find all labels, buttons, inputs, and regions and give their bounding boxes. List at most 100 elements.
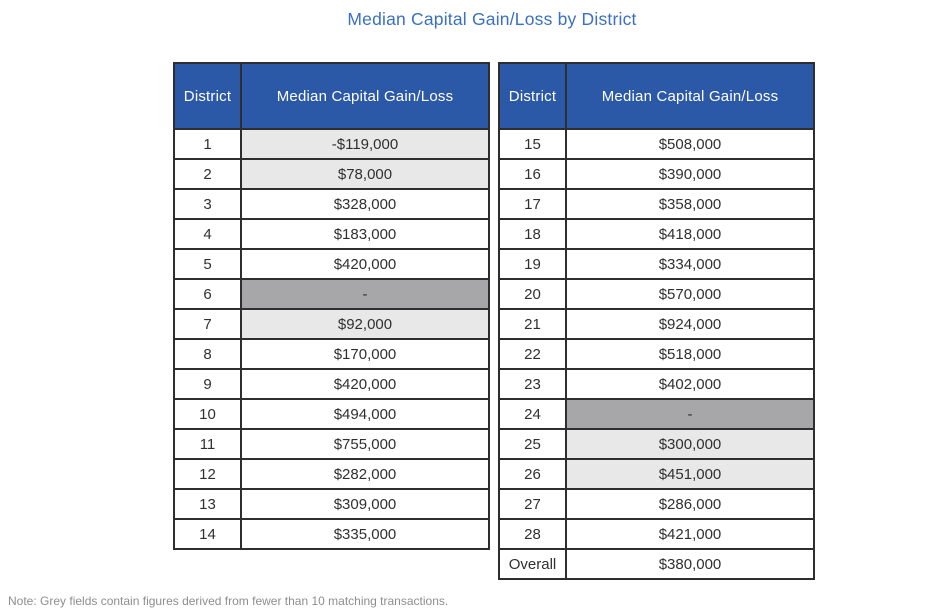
column-header-district: District (173, 62, 242, 130)
district-cell: 3 (173, 188, 242, 220)
table-row: 28 $421,000 (498, 518, 815, 550)
district-cell: 7 (173, 308, 242, 340)
district-cell: 24 (498, 398, 567, 430)
district-cell: 22 (498, 338, 567, 370)
table-row: 5 $420,000 (173, 248, 490, 280)
district-cell: 17 (498, 188, 567, 220)
table-body-left: 1 -$119,000 2 $78,000 3 $328,000 4 $183,000 5 $42… (173, 128, 490, 550)
column-header-district: District (498, 62, 567, 130)
median-gain-cell: $418,000 (565, 218, 815, 250)
district-cell: 6 (173, 278, 242, 310)
median-gain-cell: - (240, 278, 490, 310)
median-gain-cell: $518,000 (565, 338, 815, 370)
district-cell: 20 (498, 278, 567, 310)
district-cell: 10 (173, 398, 242, 430)
district-cell: 15 (498, 128, 567, 160)
header-row: District Median Capital Gain/Loss (498, 62, 815, 130)
column-header-median-gain: Median Capital Gain/Loss (240, 62, 490, 130)
median-gain-cell: $170,000 (240, 338, 490, 370)
median-gain-cell: $570,000 (565, 278, 815, 310)
table-row: 2 $78,000 (173, 158, 490, 190)
page-title: Median Capital Gain/Loss by District (347, 9, 637, 29)
column-header-median-gain: Median Capital Gain/Loss (565, 62, 815, 130)
table-row: 1 -$119,000 (173, 128, 490, 160)
district-cell: 27 (498, 488, 567, 520)
district-cell: 9 (173, 368, 242, 400)
table-row: 14 $335,000 (173, 518, 490, 550)
district-cell: 2 (173, 158, 242, 190)
median-gain-cell: $328,000 (240, 188, 490, 220)
table-row: 15 $508,000 (498, 128, 815, 160)
district-cell: 25 (498, 428, 567, 460)
district-cell: 8 (173, 338, 242, 370)
median-gain-cell: $358,000 (565, 188, 815, 220)
table-row: 9 $420,000 (173, 368, 490, 400)
table-row: 8 $170,000 (173, 338, 490, 370)
table-row: Overall $380,000 (498, 548, 815, 580)
table-row: 24- (498, 398, 815, 430)
table-row: 11 $755,000 (173, 428, 490, 460)
district-table-left: District Median Capital Gain/Loss 1 -$119… (173, 62, 490, 550)
table-row: 7 $92,000 (173, 308, 490, 340)
district-cell: 23 (498, 368, 567, 400)
table-row: 4 $183,000 (173, 218, 490, 250)
median-gain-cell: $924,000 (565, 308, 815, 340)
district-cell: 13 (173, 488, 242, 520)
median-gain-cell: $300,000 (565, 428, 815, 460)
table-row: 21 $924,000 (498, 308, 815, 340)
median-gain-cell: $494,000 (240, 398, 490, 430)
district-cell: 18 (498, 218, 567, 250)
district-cell: 28 (498, 518, 567, 550)
median-gain-cell: $183,000 (240, 218, 490, 250)
median-gain-cell: $508,000 (565, 128, 815, 160)
median-gain-cell: $92,000 (240, 308, 490, 340)
header-row: District Median Capital Gain/Loss (173, 62, 490, 130)
district-cell: 19 (498, 248, 567, 280)
table-row: 6- (173, 278, 490, 310)
district-cell: 26 (498, 458, 567, 490)
table-row: 12 $282,000 (173, 458, 490, 490)
table-row: 18 $418,000 (498, 218, 815, 250)
median-gain-cell: $421,000 (565, 518, 815, 550)
table-row: 13 $309,000 (173, 488, 490, 520)
district-cell: 11 (173, 428, 242, 460)
table-body-right: 15 $508,000 16 $390,000 17 $358,000 18 $418,000… (498, 128, 815, 580)
district-cell: 16 (498, 158, 567, 190)
median-gain-cell: $78,000 (240, 158, 490, 190)
table-row: 19 $334,000 (498, 248, 815, 280)
median-gain-cell: $390,000 (565, 158, 815, 190)
median-gain-cell: $334,000 (565, 248, 815, 280)
district-cell: 1 (173, 128, 242, 160)
table-row: 10 $494,000 (173, 398, 490, 430)
district-cell: 21 (498, 308, 567, 340)
median-gain-cell: $282,000 (240, 458, 490, 490)
table-row: 20 $570,000 (498, 278, 815, 310)
table-row: 16 $390,000 (498, 158, 815, 190)
median-gain-cell: $286,000 (565, 488, 815, 520)
district-cell: 5 (173, 248, 242, 280)
district-cell: 14 (173, 518, 242, 550)
median-gain-cell: -$119,000 (240, 128, 490, 160)
table-row: 25 $300,000 (498, 428, 815, 460)
table-row: 23 $402,000 (498, 368, 815, 400)
median-gain-cell: $309,000 (240, 488, 490, 520)
median-gain-cell: $755,000 (240, 428, 490, 460)
tables-wrapper: District Median Capital Gain/Loss 1 -$119… (173, 62, 815, 580)
table-row: 27 $286,000 (498, 488, 815, 520)
table-row: 22 $518,000 (498, 338, 815, 370)
median-gain-cell: $402,000 (565, 368, 815, 400)
district-cell: 4 (173, 218, 242, 250)
district-cell: Overall (498, 548, 567, 580)
footnote: Note: Grey fields contain figures derive… (8, 594, 449, 608)
district-table-right: District Median Capital Gain/Loss 15 $508… (498, 62, 815, 580)
median-gain-cell: $380,000 (565, 548, 815, 580)
district-cell: 12 (173, 458, 242, 490)
median-gain-cell: $451,000 (565, 458, 815, 490)
median-gain-cell: $420,000 (240, 248, 490, 280)
median-gain-cell: $420,000 (240, 368, 490, 400)
table-row: 17 $358,000 (498, 188, 815, 220)
median-gain-cell: $335,000 (240, 518, 490, 550)
table-row: 3 $328,000 (173, 188, 490, 220)
table-row: 26 $451,000 (498, 458, 815, 490)
median-gain-cell: - (565, 398, 815, 430)
